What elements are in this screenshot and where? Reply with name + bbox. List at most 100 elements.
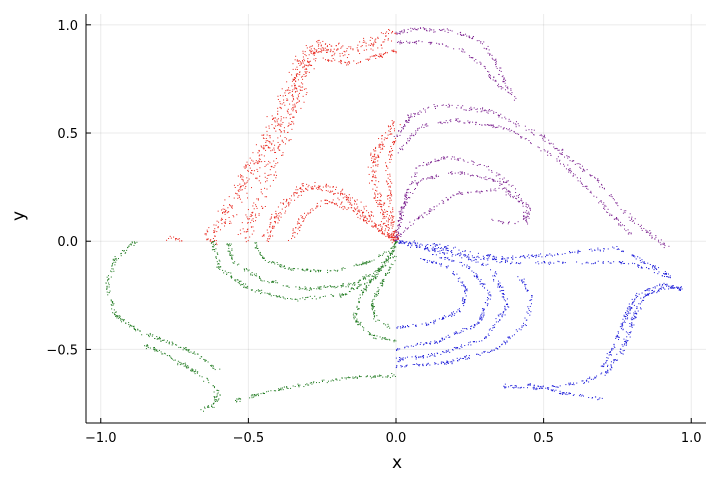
scatter-point (318, 185, 320, 187)
scatter-point (252, 205, 254, 207)
scatter-point (364, 277, 366, 279)
scatter-point (637, 256, 639, 258)
scatter-point (201, 356, 203, 358)
scatter-point (299, 74, 301, 76)
scatter-point (192, 352, 194, 354)
scatter-point (372, 49, 374, 51)
scatter-point (414, 172, 416, 174)
scatter-point (409, 221, 411, 223)
scatter-point (440, 263, 442, 265)
scatter-point (627, 311, 629, 313)
scatter-point (372, 44, 374, 46)
scatter-point (613, 360, 615, 362)
scatter-point (209, 240, 211, 242)
scatter-point (223, 221, 225, 223)
scatter-point (414, 41, 416, 43)
scatter-point (313, 288, 315, 290)
scatter-point (425, 322, 427, 324)
scatter-point (291, 108, 293, 110)
scatter-point (469, 107, 471, 109)
scatter-point (499, 184, 501, 186)
scatter-point (391, 154, 393, 156)
scatter-point (660, 244, 662, 246)
scatter-point (618, 339, 620, 341)
scatter-point (495, 80, 497, 82)
scatter-point (273, 174, 275, 176)
scatter-point (324, 43, 326, 45)
scatter-point (399, 225, 401, 227)
scatter-point (228, 243, 230, 245)
scatter-point (342, 188, 344, 190)
scatter-point (457, 309, 459, 311)
scatter-point (354, 199, 356, 201)
scatter-point (413, 112, 415, 114)
scatter-point (480, 63, 482, 65)
scatter-point (623, 316, 625, 318)
scatter-point (187, 350, 189, 352)
scatter-point (464, 291, 466, 293)
scatter-point (217, 392, 219, 394)
scatter-point (479, 176, 481, 178)
scatter-point (342, 283, 344, 285)
scatter-point (342, 284, 344, 286)
scatter-point (132, 325, 134, 327)
scatter-point (199, 375, 201, 377)
scatter-point (384, 265, 386, 267)
scatter-point (313, 52, 315, 54)
scatter-point (395, 236, 397, 238)
scatter-point (338, 42, 340, 44)
scatter-point (422, 258, 424, 260)
scatter-point (209, 240, 211, 242)
scatter-point (352, 314, 354, 316)
scatter-point (435, 174, 437, 176)
scatter-point (668, 245, 670, 247)
scatter-point (319, 296, 321, 298)
scatter-point (302, 50, 304, 52)
scatter-point (502, 258, 504, 260)
scatter-point (462, 193, 464, 195)
scatter-point (381, 55, 383, 57)
scatter-point (295, 227, 297, 229)
scatter-point (458, 359, 460, 361)
scatter-point (398, 242, 400, 244)
scatter-point (120, 319, 122, 321)
scatter-point (374, 177, 376, 179)
scatter-point (464, 255, 466, 257)
scatter-point (628, 303, 630, 305)
scatter-point (509, 130, 511, 132)
scatter-point (239, 280, 241, 282)
scatter-point (363, 217, 365, 219)
scatter-point (498, 286, 500, 288)
scatter-point (375, 170, 377, 172)
scatter-point (326, 45, 328, 47)
scatter-point (329, 201, 331, 203)
scatter-point (504, 305, 506, 307)
scatter-point (492, 124, 494, 126)
scatter-point (273, 149, 275, 151)
scatter-point (253, 202, 255, 204)
scatter-point (114, 259, 116, 261)
scatter-point (463, 34, 465, 36)
scatter-point (324, 203, 326, 205)
scatter-point (173, 359, 175, 361)
scatter-point (461, 193, 463, 195)
scatter-point (266, 229, 268, 231)
scatter-point (630, 232, 632, 234)
scatter-point (462, 51, 464, 53)
scatter-point (487, 297, 489, 299)
scatter-point (512, 197, 514, 199)
scatter-point (401, 358, 403, 360)
scatter-point (253, 220, 255, 222)
scatter-point (499, 290, 501, 292)
scatter-point (339, 55, 341, 57)
scatter-point (229, 245, 231, 247)
scatter-point (523, 387, 525, 389)
scatter-point (515, 262, 517, 264)
scatter-point (319, 185, 321, 187)
scatter-point (412, 363, 414, 365)
scatter-point (393, 244, 395, 246)
scatter-point (370, 279, 372, 281)
scatter-point (339, 293, 341, 295)
scatter-point (458, 310, 460, 312)
scatter-point (114, 264, 116, 266)
